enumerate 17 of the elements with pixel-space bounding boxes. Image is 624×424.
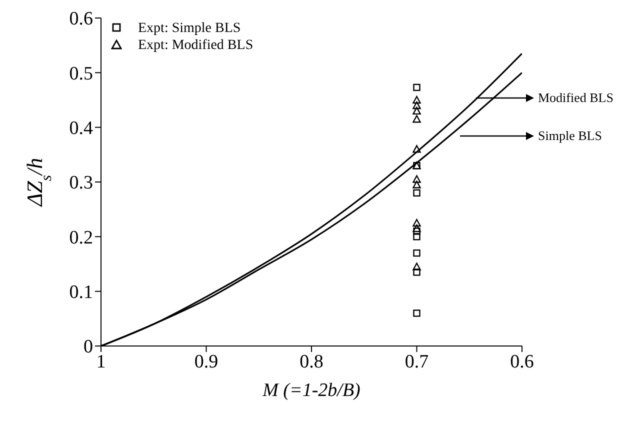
legend-label: Expt: Simple BLS: [138, 21, 241, 36]
x-tick-label: 0.6: [510, 351, 534, 372]
y-tick-label: 0.3: [69, 172, 93, 194]
y-tick-label: 0.4: [69, 118, 94, 140]
y-tick-label: 0.2: [69, 227, 93, 248]
x-tick-label: 0.9: [194, 351, 218, 372]
y-tick-label: 0.6: [69, 8, 93, 30]
legend-label: Expt: Modified BLS: [138, 38, 254, 53]
x-tick-label: 1: [96, 351, 106, 372]
x-tick-label: 0.7: [404, 351, 429, 372]
x-axis-title: M (=1-2b/B): [262, 380, 360, 401]
y-tick-label: 0.5: [69, 63, 93, 84]
text: Modified BLS: [538, 90, 614, 105]
y-tick-label: 0.1: [69, 282, 93, 304]
text: Simple BLS: [538, 128, 602, 143]
x-tick-label: 0.8: [300, 351, 324, 372]
y-tick-label: 0: [84, 336, 93, 358]
